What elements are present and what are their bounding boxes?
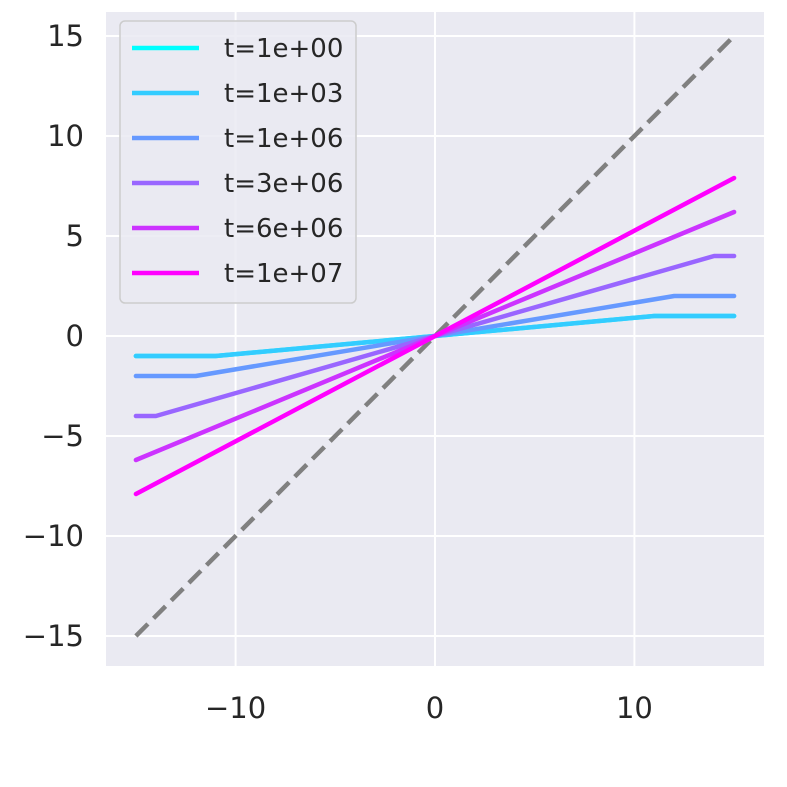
series-lines (133, 175, 737, 497)
y-axis-ticks: −15 −10 −5 0 5 10 15 (23, 19, 84, 653)
y-tick-label: −10 (23, 519, 84, 553)
legend-label: t=1e+07 (224, 259, 343, 289)
y-tick-label: 0 (66, 319, 84, 353)
legend-label: t=1e+00 (224, 34, 343, 64)
y-tick-label: 15 (47, 19, 84, 53)
series-line-6 (133, 175, 737, 497)
y-tick-label: 10 (47, 119, 84, 153)
x-tick-label: −10 (205, 691, 266, 725)
reference-line-group (134, 34, 736, 638)
x-axis-ticks: −10 0 10 (205, 691, 653, 725)
legend-label: t=1e+06 (224, 124, 343, 154)
y-tick-label: −15 (23, 619, 84, 653)
y-tick-label: 5 (66, 219, 84, 253)
legend: t=1e+00 t=1e+03 t=1e+06 t=3e+06 t=6e+06 t=1e+… (119, 20, 357, 304)
x-tick-label: 10 (616, 691, 653, 725)
legend-label: t=3e+06 (224, 169, 343, 199)
y-tick-label: −5 (41, 419, 84, 453)
legend-label: t=1e+03 (224, 79, 343, 109)
x-tick-label: 0 (426, 691, 444, 725)
legend-label: t=6e+06 (224, 214, 343, 244)
reference-dashed-line (134, 34, 736, 638)
